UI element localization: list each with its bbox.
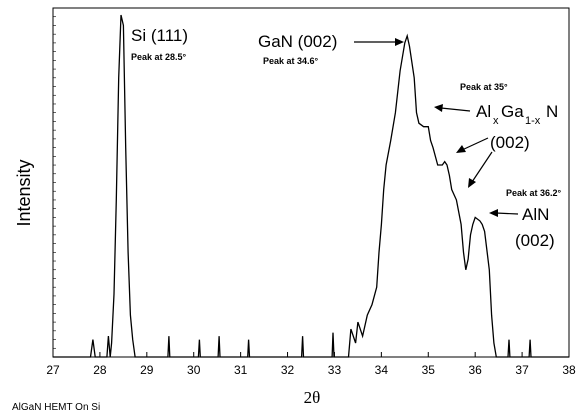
algan-arrowhead-3 — [468, 178, 476, 188]
x-tick-label: 36 — [469, 363, 483, 377]
x-tick-label: 30 — [187, 363, 201, 377]
aln-arrowhead — [489, 209, 498, 217]
algan-arrow-2 — [461, 137, 489, 151]
algan-label: Al x Ga 1-x N — [476, 102, 558, 127]
algan-plane-label: (002) — [490, 133, 530, 152]
algan-arrow-3 — [471, 151, 493, 183]
x-tick-label: 34 — [375, 363, 389, 377]
algan-arrowhead-2 — [456, 145, 466, 153]
gan-peak-text: Peak at 34.6° — [263, 56, 319, 66]
x-tick-label: 35 — [422, 363, 436, 377]
x-tick-label: 28 — [93, 363, 107, 377]
svg-text:Al: Al — [476, 102, 491, 121]
x-tick-label: 27 — [46, 363, 60, 377]
x-axis-title: 2θ — [304, 388, 321, 407]
gan-arrowhead — [395, 38, 404, 46]
algan-peak-text: Peak at 35° — [460, 82, 508, 92]
svg-text:Ga: Ga — [501, 102, 524, 121]
x-tick-label: 32 — [281, 363, 295, 377]
aln-label: AlN — [522, 205, 549, 224]
svg-text:x: x — [493, 115, 499, 127]
aln-arrow — [495, 212, 519, 215]
footnote: AlGaN HEMT On Si — [12, 402, 100, 413]
svg-text:N: N — [546, 102, 558, 121]
intensity-trace — [53, 14, 569, 358]
svg-text:1-x: 1-x — [525, 115, 541, 127]
aln-plane-label: (002) — [515, 231, 555, 250]
aln-peak-text: Peak at 36.2° — [506, 188, 562, 198]
x-tick-label: 38 — [562, 363, 576, 377]
x-tick-label: 31 — [234, 363, 248, 377]
x-axis-ticks: 27 28 29 30 31 32 33 34 35 36 37 38 — [46, 16, 576, 377]
algan-arrowhead-1 — [434, 104, 443, 112]
si-label: Si (111) — [131, 26, 188, 45]
y-axis-title: Intensity — [14, 159, 34, 226]
si-peak-text: Peak at 28.5° — [131, 52, 187, 62]
x-tick-label: 37 — [515, 363, 529, 377]
algan-arrow-1 — [440, 107, 471, 112]
x-tick-label: 33 — [328, 363, 342, 377]
x-tick-label: 29 — [140, 363, 154, 377]
gan-label: GaN (002) — [258, 32, 337, 51]
